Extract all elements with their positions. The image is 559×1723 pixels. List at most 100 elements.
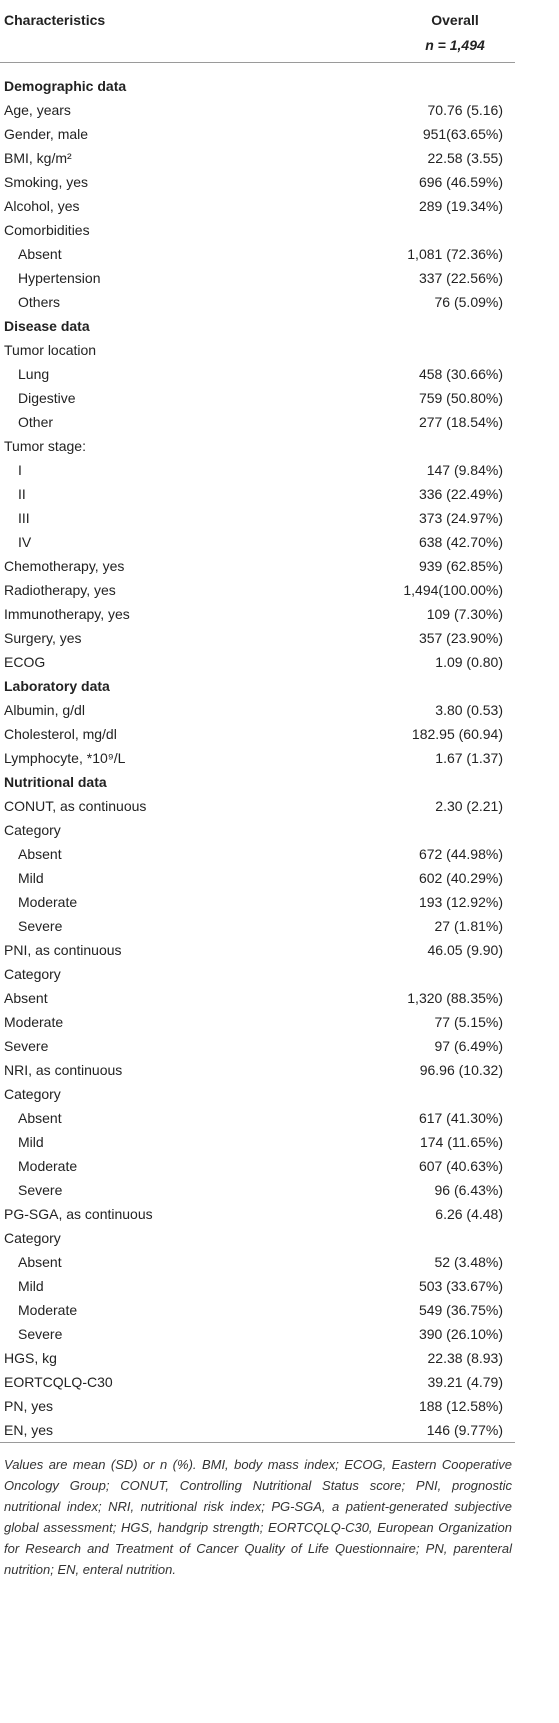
row-value: 277 (18.54%) <box>418 414 503 430</box>
row-value: 696 (46.59%) <box>418 174 503 190</box>
row-value: 357 (23.90%) <box>418 630 503 646</box>
row-value: 46.05 (9.90) <box>427 942 504 958</box>
row-value: 109 (7.30%) <box>426 606 503 622</box>
row-label: Moderate <box>18 1302 78 1318</box>
row-label: Tumor stage: <box>4 438 86 454</box>
row-value: 2.30 (2.21) <box>435 798 503 814</box>
row-label: Absent <box>18 1110 62 1126</box>
row-value: 1,081 (72.36%) <box>407 246 503 262</box>
row-label: I <box>18 462 22 478</box>
row-label: Category <box>4 1230 61 1246</box>
row-value: 146 (9.77%) <box>426 1422 503 1438</box>
row-label: Severe <box>18 1182 63 1198</box>
row-value: 27 (1.81%) <box>434 918 503 934</box>
row-label: Absent <box>18 1254 62 1270</box>
row-value: 672 (44.98%) <box>418 846 503 862</box>
row-value: 607 (40.63%) <box>418 1158 503 1174</box>
row-label: Digestive <box>18 390 76 406</box>
row-value: 373 (24.97%) <box>418 510 503 526</box>
row-label: Mild <box>18 870 44 886</box>
row-label: Category <box>4 822 61 838</box>
row-value: 76 (5.09%) <box>434 294 503 310</box>
header-rule <box>0 62 515 63</box>
row-label: Severe <box>18 1326 63 1342</box>
row-label: II <box>18 486 26 502</box>
row-label: NRI, as continuous <box>4 1062 123 1078</box>
row-label: Smoking, yes <box>4 174 89 190</box>
row-label: Surgery, yes <box>4 630 82 646</box>
row-label: Albumin, g/dl <box>4 702 85 718</box>
header-overall: Overall <box>431 12 479 28</box>
row-value: 193 (12.92%) <box>418 894 503 910</box>
row-label: Others <box>18 294 61 310</box>
row-label: HGS, kg <box>4 1350 57 1366</box>
row-label: Comorbidities <box>4 222 90 238</box>
row-value: 939 (62.85%) <box>418 558 503 574</box>
row-value: 70.76 (5.16) <box>427 102 504 118</box>
row-value: 503 (33.67%) <box>418 1278 503 1294</box>
bottom-rule <box>0 1442 515 1443</box>
row-label: EN, yes <box>4 1422 54 1438</box>
row-value: 22.58 (3.55) <box>427 150 504 166</box>
row-value: 52 (3.48%) <box>434 1254 503 1270</box>
row-label: EORTCQLQ-C30 <box>4 1374 113 1390</box>
row-label: Moderate <box>18 894 78 910</box>
row-label: Alcohol, yes <box>4 198 80 214</box>
row-value: 6.26 (4.48) <box>435 1206 503 1222</box>
row-value: 1,494(100.00%) <box>403 582 503 598</box>
row-value: 77 (5.15%) <box>434 1014 503 1030</box>
row-value: 1.09 (0.80) <box>435 654 503 670</box>
row-value: 96 (6.43%) <box>434 1182 503 1198</box>
section-title: Nutritional data <box>4 774 107 790</box>
row-label: Immunotherapy, yes <box>4 606 130 622</box>
row-label: Severe <box>4 1038 49 1054</box>
row-label: Radiotherapy, yes <box>4 582 116 598</box>
row-value: 549 (36.75%) <box>418 1302 503 1318</box>
row-value: 336 (22.49%) <box>418 486 503 502</box>
row-value: 147 (9.84%) <box>426 462 503 478</box>
row-label: Hypertension <box>18 270 101 286</box>
row-value: 617 (41.30%) <box>418 1110 503 1126</box>
row-value: 390 (26.10%) <box>418 1326 503 1342</box>
row-label: Chemotherapy, yes <box>4 558 125 574</box>
row-label: Moderate <box>4 1014 64 1030</box>
row-value: 638 (42.70%) <box>418 534 503 550</box>
row-value: 97 (6.49%) <box>434 1038 503 1054</box>
row-value: 759 (50.80%) <box>418 390 503 406</box>
row-value: 337 (22.56%) <box>418 270 503 286</box>
row-label: IV <box>18 534 32 550</box>
row-label: PN, yes <box>4 1398 54 1414</box>
row-value: 188 (12.58%) <box>418 1398 503 1414</box>
row-value: 1.67 (1.37) <box>435 750 503 766</box>
row-label: ECOG <box>4 654 46 670</box>
row-label: Lung <box>18 366 50 382</box>
header-n: n = 1,494 <box>425 37 485 53</box>
row-value: 458 (30.66%) <box>418 366 503 382</box>
row-value: 96.96 (10.32) <box>419 1062 503 1078</box>
row-label: PNI, as continuous <box>4 942 122 958</box>
row-label: Mild <box>18 1278 44 1294</box>
row-value: 174 (11.65%) <box>419 1134 503 1150</box>
row-label: CONUT, as continuous <box>4 798 147 814</box>
row-label: Severe <box>18 918 63 934</box>
row-label: BMI, kg/m² <box>4 150 72 166</box>
row-value: 951(63.65%) <box>422 126 503 142</box>
row-label: Lymphocyte, *10⁹/L <box>4 750 126 766</box>
row-label: Tumor location <box>4 342 97 358</box>
row-label: Cholesterol, mg/dl <box>4 726 117 742</box>
row-label: Absent <box>18 846 62 862</box>
row-label: III <box>18 510 30 526</box>
row-label: Absent <box>18 246 62 262</box>
row-label: Gender, male <box>4 126 89 142</box>
footnote: Values are mean (SD) or n (%). BMI, body… <box>4 1457 512 1577</box>
row-value: 3.80 (0.53) <box>435 702 503 718</box>
row-value: 39.21 (4.79) <box>427 1374 504 1390</box>
row-label: Other <box>18 414 54 430</box>
row-label: Age, years <box>4 102 71 118</box>
header-label: Characteristics <box>4 12 106 28</box>
row-label: Moderate <box>18 1158 78 1174</box>
row-label: Category <box>4 966 61 982</box>
section-title: Disease data <box>4 318 90 334</box>
row-label: PG-SGA, as continuous <box>4 1206 153 1222</box>
